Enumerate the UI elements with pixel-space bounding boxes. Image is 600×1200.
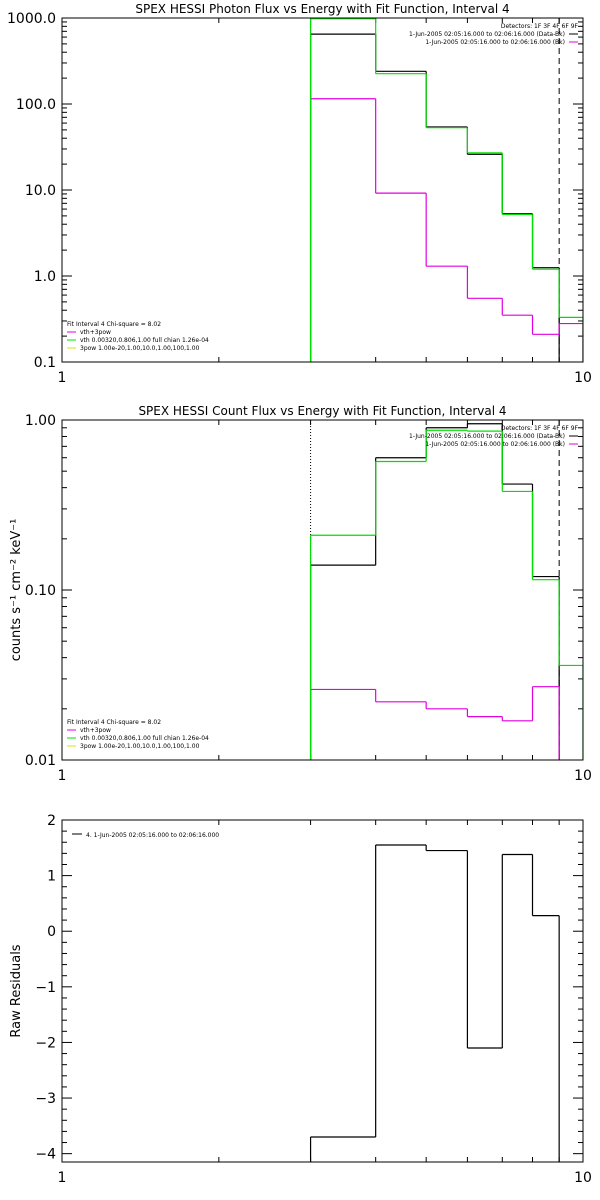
legend-entry: 1-Jun-2005 02:05:16.000 to 02:06:16.000 …	[425, 441, 565, 448]
series-0	[309, 33, 560, 362]
y-tick-label: 100.0	[16, 97, 56, 113]
y-tick-label: 1	[47, 869, 56, 885]
x-tick-label: 1	[58, 768, 67, 784]
y-tick-label: −4	[35, 1147, 56, 1163]
y-tick-label: 10.0	[25, 183, 56, 199]
y-tick-label: 0	[47, 924, 56, 940]
y-tick-label: 1000.0	[7, 11, 56, 27]
y-axis-label: Raw Residuals	[9, 944, 24, 1037]
plot-frame	[61, 419, 584, 761]
y-axis-label: counts s⁻¹ cm⁻² keV⁻¹	[9, 519, 24, 662]
legend-entry: 3pow 1.00e-20,1.00,10.0,1.00,100,1.00	[80, 743, 200, 750]
plot-frame	[61, 17, 584, 363]
series-1	[309, 98, 583, 362]
panel-1	[61, 17, 584, 363]
series-2	[309, 18, 583, 362]
legend-entry: vth 0.00320,0.806,1.00 full chian 1.26e-…	[80, 735, 209, 742]
series-1	[309, 686, 560, 760]
x-tick-label: 10	[574, 370, 592, 386]
series-0	[309, 423, 560, 760]
y-tick-label: 2	[47, 813, 56, 829]
legend-fit-title: Fit Interval 4 Chi-square = 8.02	[67, 719, 161, 726]
panel-2	[61, 419, 584, 761]
legend-entry: 3pow 1.00e-20,1.00,10.0,1.00,100,1.00	[80, 345, 200, 352]
legend-entry: 1-Jun-2005 02:05:16.000 to 02:06:16.000 …	[425, 39, 565, 46]
legend-entry: vth 0.00320,0.806,1.00 full chian 1.26e-…	[80, 337, 209, 344]
legend-detectors: Detectors: 1F 3F 4F 6F 9F	[501, 23, 579, 30]
x-tick-label: 10	[574, 1170, 592, 1186]
series-2	[309, 429, 583, 760]
series-0	[309, 844, 560, 1162]
y-tick-label: 1.00	[25, 413, 56, 429]
panel-3	[61, 819, 584, 1163]
y-tick-label: 1.0	[34, 269, 56, 285]
x-tick-label: 1	[58, 370, 67, 386]
y-tick-label: 0.1	[34, 355, 56, 371]
x-tick-label: 1	[58, 1170, 67, 1186]
y-tick-label: −3	[35, 1091, 56, 1107]
y-tick-label: 0.01	[25, 753, 56, 769]
legend-entry: 1-Jun-2005 02:05:16.000 to 02:06:16.000 …	[409, 433, 565, 440]
legend-entry: vth+3pow	[80, 727, 111, 734]
x-tick-label: 10	[574, 768, 592, 784]
legend-fit-title: Fit Interval 4 Chi-square = 8.02	[67, 321, 161, 328]
legend-detectors: Detectors: 1F 3F 4F 6F 9F	[501, 425, 579, 432]
legend-entry: 1-Jun-2005 02:05:16.000 to 02:06:16.000 …	[409, 31, 565, 38]
legend-entry: vth+3pow	[80, 329, 111, 336]
legend-entry: 4. 1-Jun-2005 02:05:16.000 to 02:06:16.0…	[86, 832, 219, 839]
panel-title: SPEX HESSI Count Flux vs Energy with Fit…	[138, 404, 506, 418]
y-tick-label: −2	[35, 1035, 56, 1051]
y-tick-label: −1	[35, 980, 56, 996]
y-tick-label: 0.10	[25, 583, 56, 599]
panel-title: SPEX HESSI Photon Flux vs Energy with Fi…	[135, 2, 509, 16]
plot-frame	[61, 819, 584, 1163]
